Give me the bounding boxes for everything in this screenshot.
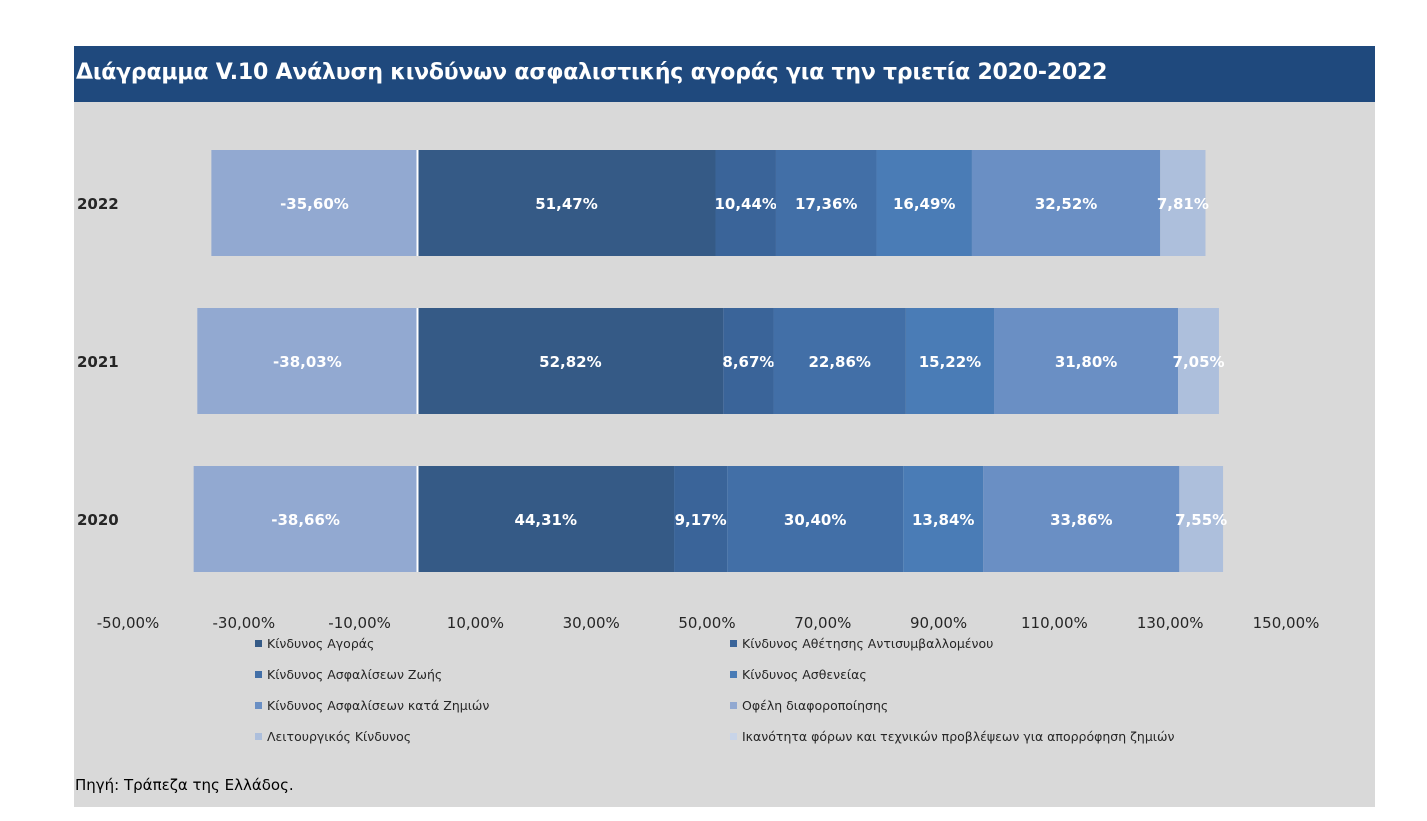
data-label: 44,31%	[515, 511, 577, 529]
data-label: 8,67%	[722, 353, 774, 371]
x-tick-label: 130,00%	[1137, 614, 1204, 632]
legend-swatch	[730, 671, 737, 678]
legend-label: Κίνδυνος Ασφαλίσεων Ζωής	[267, 667, 442, 682]
bar-segment	[727, 466, 904, 572]
legend-swatch	[730, 733, 737, 740]
data-label: 31,80%	[1055, 353, 1117, 371]
bar-segment	[971, 150, 1161, 256]
data-label: 52,82%	[539, 353, 601, 371]
legend-label: Οφέλη διαφοροποίησης	[742, 698, 888, 713]
bar-segment	[773, 308, 906, 414]
bar-segment	[417, 150, 716, 256]
x-tick-label: 150,00%	[1253, 614, 1320, 632]
legend-swatch	[255, 671, 262, 678]
bar-segment	[775, 150, 877, 256]
data-label: 9,17%	[675, 511, 727, 529]
x-tick-label: 10,00%	[447, 614, 504, 632]
data-label: 15,22%	[919, 353, 981, 371]
legend-label: Κίνδυνος Αγοράς	[267, 636, 374, 651]
bar-segment	[715, 150, 776, 256]
data-label: -38,03%	[273, 353, 342, 371]
bar-segment	[1178, 308, 1219, 414]
legend-label: Κίνδυνος Αθέτησης Αντισυμβαλλομένου	[742, 636, 993, 651]
data-label: 33,86%	[1050, 511, 1112, 529]
bar-segment	[876, 150, 972, 256]
data-label: 32,52%	[1035, 195, 1097, 213]
source-note: Πηγή: Τράπεζα της Ελλάδος.	[75, 776, 294, 794]
legend-swatch	[255, 733, 262, 740]
x-tick-label: 50,00%	[678, 614, 735, 632]
x-tick-label: -50,00%	[97, 614, 160, 632]
data-label: -38,66%	[271, 511, 340, 529]
data-label: 7,55%	[1175, 511, 1227, 529]
bar-segment	[983, 466, 1180, 572]
bar-segment	[1179, 466, 1224, 572]
legend-swatch	[730, 702, 737, 709]
data-label: 13,84%	[912, 511, 974, 529]
chart-title-bar: Διάγραμμα V.10 Ανάλυση κινδύνων ασφαλιστ…	[74, 46, 1375, 102]
bar-segment	[994, 308, 1179, 414]
data-label: 30,40%	[784, 511, 846, 529]
data-label: -35,60%	[280, 195, 349, 213]
x-tick-label: -10,00%	[328, 614, 391, 632]
data-label: 7,81%	[1157, 195, 1209, 213]
bar-chart: 2022 -35,60% 51,47% 10,44% 17,36% 16,49% 32,52…	[77, 150, 1320, 744]
x-tick-label: 110,00%	[1021, 614, 1088, 632]
data-label: 51,47%	[535, 195, 597, 213]
legend-label: Ικανότητα φόρων και τεχνικών προβλέψεων …	[742, 729, 1174, 744]
legend-label: Λειτουργικός Κίνδυνος	[267, 729, 411, 744]
x-tick-label: 70,00%	[794, 614, 851, 632]
x-tick-label: 30,00%	[563, 614, 620, 632]
legend-swatch	[255, 702, 262, 709]
bar-segment	[1160, 150, 1206, 256]
data-label: 22,86%	[808, 353, 870, 371]
legend-label: Κίνδυνος Ασθενείας	[742, 667, 867, 682]
data-label: 10,44%	[714, 195, 776, 213]
bar-segment	[674, 466, 728, 572]
bar-segment	[417, 308, 724, 414]
chart-panel: 2022 -35,60% 51,47% 10,44% 17,36% 16,49% 32,52…	[74, 102, 1375, 807]
x-tick-label: -30,00%	[212, 614, 275, 632]
legend-swatch	[255, 640, 262, 647]
bar-segment	[417, 466, 675, 572]
bar-segment	[211, 150, 418, 256]
x-tick-label: 90,00%	[910, 614, 967, 632]
data-label: 7,05%	[1173, 353, 1225, 371]
data-label: 17,36%	[795, 195, 857, 213]
category-label: 2020	[77, 511, 119, 529]
bar-segment	[723, 308, 774, 414]
category-label: 2022	[77, 195, 119, 213]
bar-segment	[903, 466, 984, 572]
category-label: 2021	[77, 353, 119, 371]
data-label: 16,49%	[893, 195, 955, 213]
legend-label: Κίνδυνος Ασφαλίσεων κατά Ζημιών	[267, 698, 489, 713]
bar-segment	[905, 308, 995, 414]
bar-segment	[197, 308, 418, 414]
bar-segment	[193, 466, 418, 572]
legend-swatch	[730, 640, 737, 647]
chart-title: Διάγραμμα V.10 Ανάλυση κινδύνων ασφαλιστ…	[76, 60, 1108, 85]
